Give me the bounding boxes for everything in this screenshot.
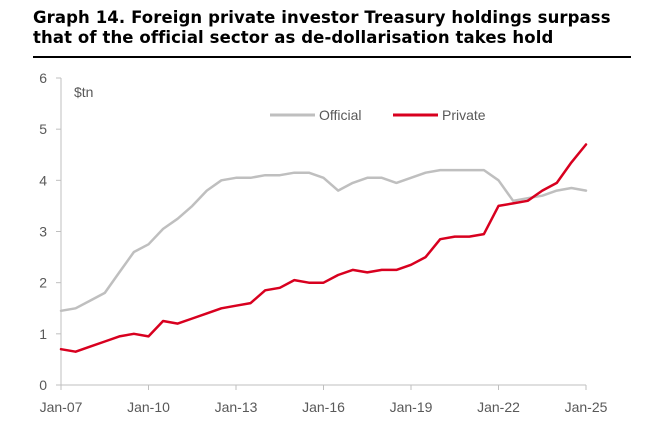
- y-tick-label: 3: [39, 224, 47, 240]
- series-line-private: [59, 143, 588, 353]
- y-tick-label: 6: [39, 70, 47, 86]
- x-tick-label: Jan-16: [302, 399, 345, 415]
- y-axis-unit: $tn: [74, 84, 93, 100]
- x-tick-label: Jan-10: [127, 399, 170, 415]
- series-layer: [59, 143, 588, 353]
- y-tick-label: 4: [39, 172, 47, 188]
- x-tick-label: Jan-07: [40, 399, 83, 415]
- legend-label-private: Private: [442, 107, 486, 123]
- legend: Official Private: [270, 107, 486, 123]
- x-tick-label: Jan-22: [477, 399, 520, 415]
- x-tick-label: Jan-25: [565, 399, 608, 415]
- y-tick-label: 0: [39, 377, 47, 393]
- x-tick-labels: Jan-07 Jan-10 Jan-13 Jan-16 Jan-19 Jan-22 Jan-…: [40, 399, 608, 415]
- chart-axes: [56, 77, 587, 390]
- chart-title-line-2: that of the official sector as de-dollar…: [33, 28, 554, 47]
- legend-label-official: Official: [319, 107, 362, 123]
- title-divider: [33, 56, 631, 58]
- chart-title-line-1: Graph 14. Foreign private investor Treas…: [33, 8, 611, 27]
- chart-title: Graph 14. Foreign private investor Treas…: [33, 8, 633, 48]
- y-tick-labels: 0 1 2 3 4 5 6: [39, 70, 47, 393]
- x-tick-label: Jan-13: [215, 399, 258, 415]
- series-line-official: [59, 168, 588, 313]
- x-tick-label: Jan-19: [390, 399, 433, 415]
- y-tick-label: 1: [39, 326, 47, 342]
- y-tick-label: 5: [39, 121, 47, 137]
- y-tick-label: 2: [39, 275, 47, 291]
